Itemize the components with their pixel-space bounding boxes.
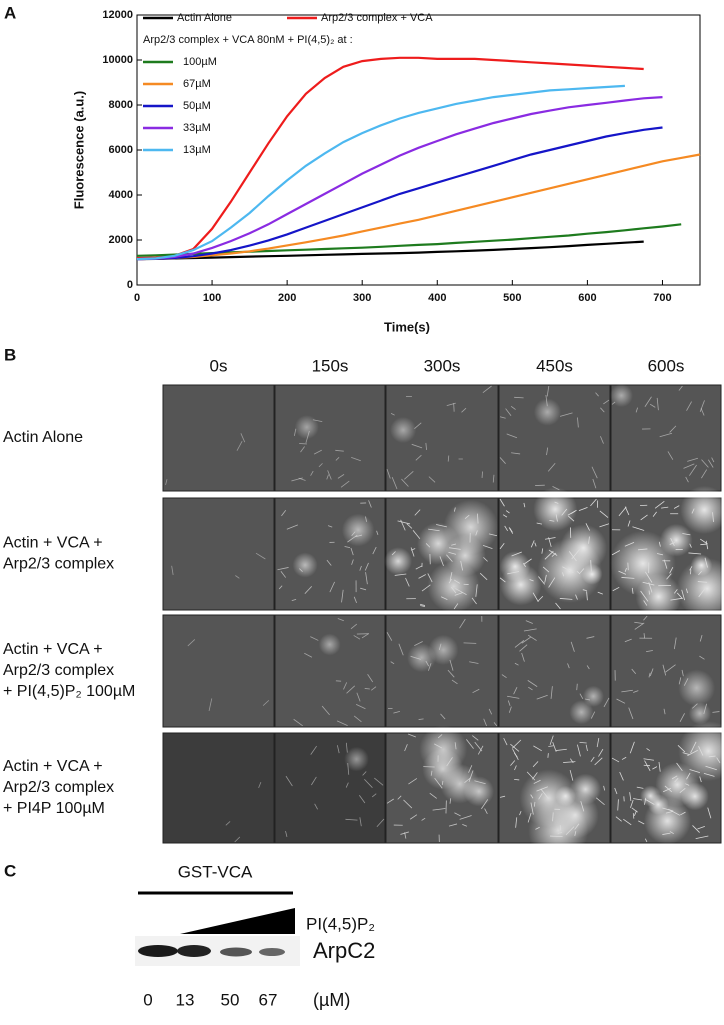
y-tick-label: 8000 — [109, 99, 133, 111]
lane-label: 0 — [143, 990, 152, 1009]
panel-label: A — [4, 3, 16, 22]
lane-label: 13 — [176, 990, 195, 1009]
band-label: ArpC2 — [313, 938, 375, 963]
x-axis-label: Time(s) — [384, 319, 430, 334]
cluster-glow — [419, 725, 467, 773]
micrograph — [275, 733, 385, 843]
series-line — [137, 224, 681, 256]
cluster-glow — [295, 415, 319, 439]
micrograph — [163, 733, 274, 843]
blot-band — [138, 945, 178, 957]
x-tick-label: 200 — [278, 292, 296, 304]
filament — [534, 802, 535, 807]
legend-label: 50µM — [183, 100, 211, 112]
cluster-glow — [390, 417, 416, 443]
y-tick-label: 2000 — [109, 234, 133, 246]
y-tick-label: 6000 — [109, 144, 133, 156]
gradient-label: PI(4,5)P₂ — [306, 914, 375, 933]
cluster-glow — [660, 524, 693, 557]
legend-label: Arp2/3 complex + VCA — [321, 12, 433, 24]
cluster-glow — [636, 574, 682, 620]
series-line — [137, 58, 644, 258]
cluster-glow — [552, 791, 599, 838]
legend-label: 33µM — [183, 122, 211, 134]
legend-label: 100µM — [183, 56, 217, 68]
cluster-glow — [293, 553, 318, 578]
lane-label: 67 — [259, 990, 278, 1009]
y-tick-label: 0 — [127, 279, 133, 291]
x-tick-label: 100 — [203, 292, 221, 304]
cluster-glow — [678, 670, 715, 707]
x-tick-label: 0 — [134, 292, 140, 304]
cluster-glow — [533, 487, 577, 531]
micrograph — [163, 615, 274, 727]
panel-label: C — [4, 861, 16, 880]
micrograph — [275, 615, 385, 727]
y-tick-label: 10000 — [102, 54, 133, 66]
row-label: Actin + VCA + — [3, 758, 103, 775]
cluster-glow — [500, 564, 542, 606]
row-label: + PI4P 100µM — [3, 800, 105, 817]
legend-label: 13µM — [183, 144, 211, 156]
micrograph — [163, 385, 274, 491]
filament — [649, 591, 650, 595]
cluster-glow — [428, 635, 458, 665]
x-tick-label: 400 — [428, 292, 446, 304]
filament — [633, 813, 634, 819]
column-header: 0s — [210, 356, 228, 375]
column-header: 300s — [424, 356, 461, 375]
y-tick-label: 12000 — [102, 9, 133, 21]
filament — [514, 397, 523, 398]
gradient-wedge — [180, 908, 295, 934]
row-label: Actin + VCA + — [3, 641, 103, 658]
column-header: 150s — [312, 356, 349, 375]
blot-band — [177, 945, 211, 957]
legend-label: 67µM — [183, 78, 211, 90]
series-line — [137, 242, 644, 260]
legend-label: Actin Alone — [177, 12, 232, 24]
cluster-glow — [384, 547, 412, 575]
y-tick-label: 4000 — [109, 189, 133, 201]
x-tick-label: 700 — [653, 292, 671, 304]
micrograph — [275, 498, 385, 610]
cluster-glow — [444, 535, 486, 577]
blot-band — [259, 948, 285, 956]
cluster-glow — [644, 797, 691, 844]
row-label: Arp2/3 complex — [3, 662, 114, 679]
column-header: 600s — [648, 356, 685, 375]
y-axis-label: Fluorescence (a.u.) — [71, 91, 86, 209]
row-label: Arp2/3 complex — [3, 779, 114, 796]
cluster-glow — [534, 398, 561, 425]
cluster-glow — [342, 514, 375, 547]
row-label: Actin + VCA + — [3, 535, 103, 552]
panel-label: B — [4, 345, 16, 364]
x-tick-label: 600 — [578, 292, 596, 304]
x-tick-label: 300 — [353, 292, 371, 304]
legend-heading: Arp2/3 complex + VCA 80nM + PI(4,5)₂ at … — [143, 34, 353, 46]
blot-band — [220, 948, 252, 957]
unit-label: (µM) — [313, 990, 350, 1010]
lane-label: 50 — [221, 990, 240, 1009]
row-label: Actin Alone — [3, 429, 83, 446]
filament — [550, 836, 563, 837]
group-label: GST-VCA — [178, 862, 253, 881]
row-label: Arp2/3 complex — [3, 556, 114, 573]
cluster-glow — [319, 634, 341, 656]
micrograph — [275, 385, 385, 491]
x-tick-label: 500 — [503, 292, 521, 304]
row-label: + PI(4,5)P₂ 100µM — [3, 683, 135, 700]
filament — [514, 779, 519, 780]
micrograph — [386, 615, 498, 727]
cluster-glow — [569, 700, 593, 724]
column-header: 450s — [536, 356, 573, 375]
filament — [577, 684, 578, 690]
